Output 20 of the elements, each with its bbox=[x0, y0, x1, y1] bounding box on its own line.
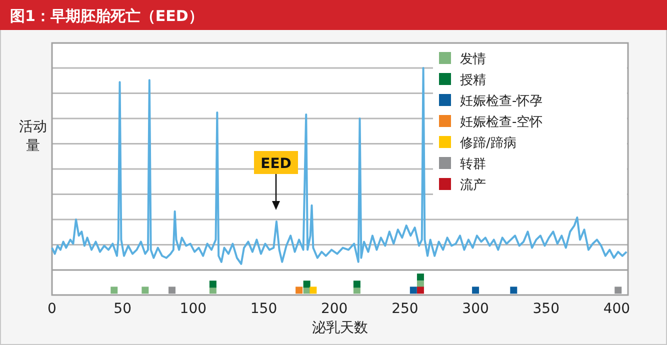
legend-label: 妊娠检查-怀孕 bbox=[460, 94, 543, 109]
x-tick-label: 200 bbox=[320, 301, 348, 317]
x-axis-title: 泌乳天数 bbox=[312, 320, 368, 336]
x-tick-label: 300 bbox=[462, 301, 489, 317]
legend-label: 发情 bbox=[460, 52, 486, 67]
legend-label: 修蹄/蹄病 bbox=[460, 136, 516, 151]
x-tick-label: 0 bbox=[48, 301, 56, 317]
x-tick-label: 50 bbox=[114, 301, 132, 317]
x-tick-label: 350 bbox=[532, 301, 560, 317]
legend-label: 转群 bbox=[460, 157, 486, 172]
legend-label: 授精 bbox=[460, 73, 486, 88]
x-tick-label: 150 bbox=[250, 301, 278, 317]
annotation: EED bbox=[260, 156, 292, 172]
legend-label: 妊娠检查-空怀 bbox=[460, 115, 543, 130]
x-tick-label: 250 bbox=[392, 301, 418, 317]
y-axis-title: 活动量 bbox=[19, 119, 47, 154]
x-tick-label: 100 bbox=[180, 301, 207, 317]
chart-title: 图1：早期胚胎死亡（EED） bbox=[10, 7, 204, 25]
legend-label: 流产 bbox=[460, 177, 486, 193]
x-tick-label: 400 bbox=[603, 301, 630, 317]
